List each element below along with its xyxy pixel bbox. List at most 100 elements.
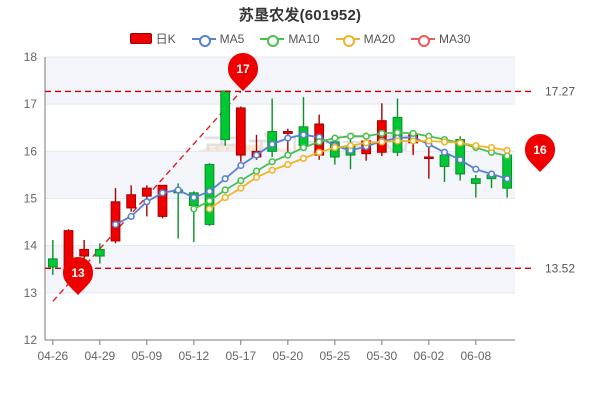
ma-point-ma10 (409, 129, 417, 138)
legend-item-ma5[interactable]: MA5 (191, 31, 245, 47)
ma-point-ma10 (362, 132, 370, 140)
x-axis-tick-label: 04-29 (84, 349, 115, 363)
ma-point-ma10 (205, 197, 214, 205)
candlestick[interactable] (267, 98, 278, 157)
legend-label: MA30 (439, 31, 471, 46)
candlestick[interactable] (376, 103, 387, 157)
y-axis-tick-label: 16 (24, 144, 38, 158)
ma-point-ma20 (456, 139, 464, 147)
ma-point-ma5 (158, 189, 167, 197)
ma-point-ma5 (284, 134, 292, 142)
ma-point-ma5 (487, 170, 496, 178)
candle-body (235, 107, 246, 156)
legend-item-ma10[interactable]: MA10 (260, 31, 320, 47)
ma-point-ma20 (268, 166, 276, 174)
ma-point-ma5 (111, 220, 120, 229)
ma-point-ma10 (331, 134, 339, 142)
pin-label: 17 (236, 62, 250, 76)
legend-item-ma30[interactable]: MA30 (411, 31, 471, 47)
candle-swatch-icon (129, 33, 152, 44)
pin-shape-icon (525, 134, 555, 172)
line-swatch-icon (411, 33, 436, 47)
ma-point-ma10 (393, 128, 402, 137)
ma-point-ma10 (190, 205, 198, 213)
pin-shape-icon (228, 53, 258, 91)
x-axis-tick-label: 05-30 (366, 349, 397, 363)
reference-line-label: 17.27 (545, 84, 575, 98)
legend-item-ma20[interactable]: MA20 (335, 32, 395, 47)
candle-body (157, 184, 168, 217)
x-axis-tick-label: 05-20 (272, 349, 303, 363)
ma-point-ma20 (440, 138, 449, 146)
x-axis-tick-label: 05-09 (131, 349, 162, 363)
ma-point-ma20 (205, 205, 214, 213)
y-axis-tick-label: 14 (24, 239, 38, 253)
ma-point-ma5 (299, 131, 308, 139)
ma-point-ma5 (252, 151, 261, 159)
ma-point-ma10 (221, 186, 229, 194)
candle-body (94, 248, 105, 257)
pin-label: 16 (533, 143, 547, 157)
ma-point-ma10 (252, 167, 261, 175)
ma-point-ma5 (268, 140, 276, 148)
legend-label: MA5 (219, 31, 245, 46)
candle-body (282, 131, 293, 134)
ma-point-ma10 (237, 176, 245, 185)
candle-body (79, 248, 90, 257)
candlestick[interactable] (423, 145, 434, 179)
ma-point-ma5 (127, 212, 135, 221)
plot-band (45, 57, 515, 105)
x-axis-tick-label: 05-17 (225, 349, 256, 363)
pin-shape-icon (63, 257, 93, 295)
ma-point-ma20 (503, 146, 511, 154)
ma-point-ma10 (503, 152, 511, 160)
ma-point-ma20 (252, 173, 261, 181)
pin-label: 13 (71, 266, 85, 280)
ma-point-ma20 (237, 184, 245, 192)
ma-point-ma20 (299, 154, 308, 163)
high-marker[interactable]: 17 (228, 53, 258, 91)
x-axis-tick-label: 06-02 (413, 349, 444, 363)
legend-label: MA10 (288, 31, 320, 46)
last-marker[interactable]: 16 (525, 134, 555, 172)
x-axis-tick-label: 04-26 (37, 349, 68, 363)
ma-point-ma5 (503, 175, 511, 183)
candlestick[interactable] (392, 98, 403, 157)
ma-point-ma5 (472, 165, 480, 173)
candlestick[interactable] (470, 174, 481, 198)
candlestick[interactable] (94, 243, 105, 264)
ma-point-ma20 (393, 137, 402, 145)
ma-point-ma20 (284, 160, 292, 169)
ma-point-ma5 (221, 175, 229, 183)
candlestick[interactable] (126, 185, 137, 212)
y-axis-tick-label: 13 (24, 286, 38, 300)
y-axis-tick-label: 17 (24, 97, 38, 111)
candlestick[interactable] (220, 90, 231, 146)
ma-point-ma5 (237, 161, 245, 170)
ma-point-ma20 (472, 142, 480, 150)
candlestick[interactable] (235, 106, 246, 162)
ma-point-ma20 (487, 143, 496, 152)
ma-point-ma10 (378, 129, 386, 138)
candlestick[interactable] (282, 128, 293, 156)
x-axis-tick-label: 06-08 (460, 349, 491, 363)
low-marker[interactable]: 13 (63, 257, 93, 295)
ma-point-ma10 (284, 151, 292, 159)
ma-point-ma5 (456, 156, 464, 164)
ma-point-ma5 (205, 187, 214, 196)
x-axis-tick-label: 05-12 (178, 349, 209, 363)
ma-point-ma20 (331, 143, 339, 152)
page-title: 苏垦农发(601952) (238, 7, 362, 24)
ma-point-ma20 (409, 137, 417, 145)
y-axis-tick-label: 12 (24, 333, 38, 347)
line-swatch-icon (191, 33, 216, 47)
line-swatch-icon (335, 33, 360, 47)
candlestick[interactable] (47, 240, 58, 275)
legend-item-日k[interactable]: 日K (129, 30, 176, 47)
candle-body (470, 178, 481, 184)
reference-line-label: 13.52 (545, 261, 575, 275)
candle-body (502, 154, 513, 189)
candle-body (47, 258, 58, 268)
